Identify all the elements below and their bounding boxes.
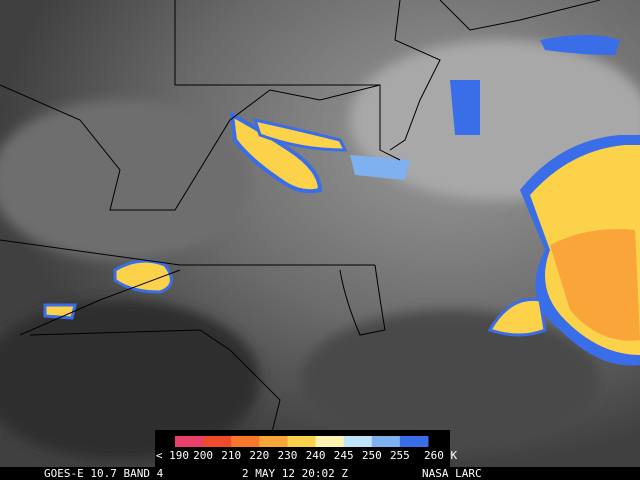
legend-label: 240 xyxy=(306,449,326,462)
legend-swatch xyxy=(287,436,317,447)
legend-swatch xyxy=(371,436,401,447)
state-borders xyxy=(0,0,600,440)
legend-swatch xyxy=(399,436,429,447)
legend-label: < 190 xyxy=(156,449,189,462)
legend-label: 210 xyxy=(221,449,241,462)
legend-label: 200 xyxy=(193,449,213,462)
legend-swatch xyxy=(203,436,232,447)
color-legend: < 190 200 210 220 230 240 245 250 255 260 K xyxy=(156,436,457,462)
legend-label: 220 xyxy=(249,449,269,462)
legend-label: 255 xyxy=(390,449,410,462)
storm-cells xyxy=(43,35,640,366)
legend-swatch xyxy=(175,436,204,447)
legend-label: 245 xyxy=(334,449,354,462)
legend-swatch xyxy=(343,436,373,447)
caption-bar xyxy=(0,467,640,480)
source-label: NASA LARC xyxy=(422,467,482,480)
timestamp: 2 MAY 12 20:02 Z xyxy=(242,467,348,480)
legend-swatch xyxy=(259,436,288,447)
legend-swatch xyxy=(315,436,345,447)
cloud-haze xyxy=(0,40,640,460)
legend-label: 260 K xyxy=(424,449,457,462)
satellite-label: GOES-E 10.7 BAND 4 xyxy=(44,467,164,480)
legend-label: 230 xyxy=(278,449,298,462)
legend-swatch xyxy=(231,436,260,447)
legend-label: 250 xyxy=(362,449,382,462)
